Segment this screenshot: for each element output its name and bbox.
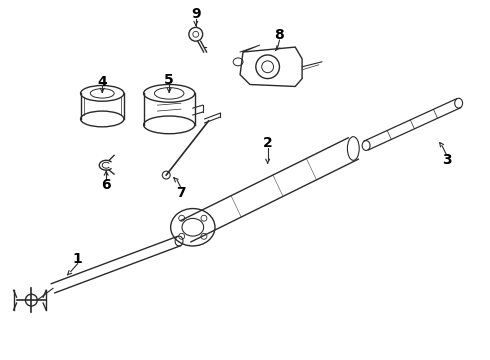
Text: 2: 2 — [263, 136, 272, 150]
Text: 8: 8 — [274, 28, 284, 42]
Text: 3: 3 — [442, 153, 452, 167]
Text: 6: 6 — [101, 178, 111, 192]
Text: 7: 7 — [176, 186, 186, 200]
Text: 4: 4 — [98, 75, 107, 89]
Text: 5: 5 — [164, 73, 174, 86]
Text: 1: 1 — [73, 252, 82, 266]
Text: 9: 9 — [191, 6, 200, 21]
